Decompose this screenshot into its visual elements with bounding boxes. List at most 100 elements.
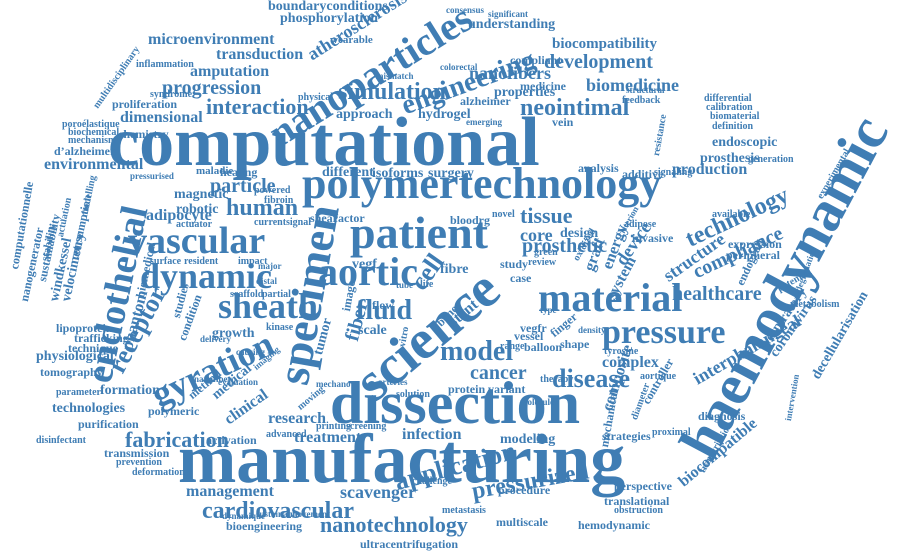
word-technologies: technologies — [52, 401, 126, 416]
word-trafficking: trafficking — [74, 331, 129, 345]
word-major: major — [258, 261, 282, 271]
word-boundaryconditions: boundaryconditions — [268, 0, 388, 14]
word-alzheimer: alzheimer — [460, 94, 511, 108]
word-flow: flow — [372, 298, 394, 312]
word-perspective: perspective — [614, 479, 672, 493]
word-diagnosis: diagnosis — [698, 409, 746, 423]
word-kinase: kinase — [266, 322, 294, 333]
word-green: green — [534, 247, 558, 258]
word-development: development — [544, 51, 653, 73]
word-inflammation: inflammation — [136, 59, 194, 70]
word-aortique: aortique — [640, 371, 677, 382]
word-causing: causing — [236, 347, 266, 357]
word-emerging: emerging — [466, 117, 502, 127]
word-healthcare: healthcare — [672, 283, 762, 305]
word-dalzheimer: d’alzheimer — [54, 144, 116, 158]
word-purification: purification — [78, 417, 139, 431]
word-design: design — [560, 226, 599, 241]
word-progression: progression — [162, 77, 262, 99]
word-scale: scale — [358, 323, 387, 338]
word-research: research — [268, 410, 327, 427]
word-formation: formation — [100, 383, 160, 398]
word-technique: technique — [68, 341, 119, 355]
word-dimensional: dimensional — [120, 109, 203, 126]
word-model: model — [440, 336, 514, 367]
word-strategies: strategies — [602, 429, 651, 443]
word-life: life — [420, 279, 434, 290]
word-prosthetic: prosthetic — [522, 235, 608, 257]
word-syndrome: syndrome — [150, 89, 193, 100]
word-polymertechnology: polymertechnology — [302, 159, 662, 208]
word-resident: resident — [184, 256, 219, 267]
word-arteries: arteries — [378, 377, 408, 387]
word-metastasis: metastasis — [442, 505, 486, 516]
word-case: case — [510, 271, 532, 285]
word-environmental: environmental — [44, 156, 144, 173]
word-novel: novel — [492, 209, 515, 220]
word-multiscale: multiscale — [496, 515, 548, 529]
word-ultracentrifugation: ultracentrifugation — [360, 537, 458, 551]
word-proximal: proximal — [652, 427, 691, 438]
word-complex: complex — [602, 354, 659, 371]
word-deformation: deformation — [132, 467, 185, 478]
word-wearable: wearable — [330, 34, 373, 46]
word-endoscopic: endoscopic — [712, 135, 778, 150]
word-dynamic: dynamic — [140, 256, 273, 296]
word-fibre: fibre — [440, 262, 469, 277]
word-significant: significant — [488, 9, 529, 19]
word-hemodynamic: hemodynamic — [578, 518, 650, 532]
word-challenge: challenge — [412, 476, 452, 487]
word-available: available — [712, 209, 751, 220]
word-biomedicine: biomedicine — [586, 75, 679, 95]
word-surgery: surgery — [428, 166, 474, 181]
word-invasive: invasive — [632, 231, 674, 245]
word-scavenger: scavenger — [340, 482, 416, 502]
word-tissue: tissue — [520, 203, 573, 228]
word-shear: shear — [310, 211, 338, 225]
word-fibroin: fibroin — [264, 195, 294, 206]
word-amputation: amputation — [190, 63, 270, 80]
word-management: management — [186, 483, 274, 500]
word-polymeric: polymeric — [148, 404, 200, 418]
word-isoforms: isoforms — [372, 166, 424, 181]
word-biomaterial: biomaterial — [710, 111, 760, 122]
word-hydrogel: hydrogel — [418, 107, 471, 122]
word-compliant: compliant — [510, 53, 562, 67]
word-vegf: vegf — [352, 257, 377, 272]
word-signal: signal — [286, 217, 312, 228]
word-colorectal: colorectal — [440, 62, 478, 72]
word-adipose: adipose — [624, 219, 657, 230]
word-neointimal: neointimal — [520, 95, 630, 121]
word-properties: properties — [494, 85, 556, 100]
word-mechano: mechano — [316, 379, 351, 389]
word-production: production — [672, 161, 748, 178]
word-nanotechnology: nanotechnology — [320, 512, 468, 537]
word-printing: printing — [316, 421, 352, 432]
word-bioengineering: bioengineering — [226, 519, 303, 533]
word-tomography: tomography — [40, 365, 103, 379]
word-chemistry: chemistry — [118, 127, 169, 141]
word-peripheral: peripheral — [726, 248, 780, 262]
word-distal: distal — [256, 276, 278, 286]
word-signaling: signaling — [654, 167, 693, 178]
word-biocompatibility: biocompatibility — [552, 36, 658, 52]
word-impact: impact — [238, 256, 268, 267]
word-parameter: parameter — [56, 387, 101, 398]
word-powered: powered — [254, 185, 291, 196]
word-variant: variant — [488, 382, 526, 396]
word-mechanism: mechanism — [68, 135, 117, 146]
word-fabrication: fabrication — [125, 427, 229, 452]
word-disinfectant: disinfectant — [36, 435, 86, 446]
word-nanofibers: nanofibers — [469, 63, 552, 83]
word-computational: computational — [108, 104, 540, 181]
word-cancer: cancer — [470, 362, 527, 384]
word-differential: differential — [704, 93, 752, 104]
word-feedback: feedback — [622, 95, 661, 106]
word-robotic: robotic — [176, 202, 219, 217]
word-prevention: prevention — [116, 457, 162, 468]
word-expression: expression — [728, 237, 782, 251]
word-sustainable: sustainable — [256, 509, 300, 519]
word-solution: solution — [396, 389, 430, 400]
word-definition: definition — [712, 121, 754, 132]
